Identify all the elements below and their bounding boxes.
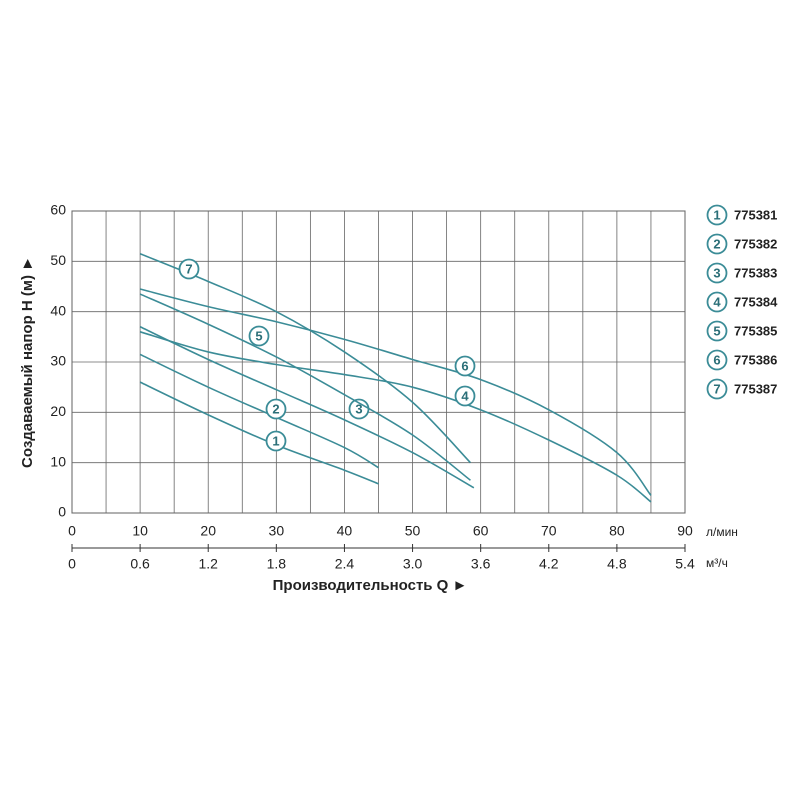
legend-marker-circle <box>706 378 728 400</box>
x-tick-label: 30 <box>269 523 285 539</box>
x2-tick-label: 4.2 <box>539 556 559 572</box>
y-tick-label: 30 <box>50 353 66 369</box>
y-axis-label: Создаваемый напор H (м) ► <box>19 256 36 468</box>
y-tick-label: 10 <box>50 453 66 469</box>
legend-marker: 4 <box>713 294 721 309</box>
legend-label: 775387 <box>734 381 777 396</box>
legend-marker-circle <box>706 349 728 371</box>
curve-label: 3 <box>355 401 362 416</box>
legend-marker: 5 <box>713 323 720 338</box>
x-tick-label: 0 <box>68 523 76 539</box>
x2-unit: м³/ч <box>706 556 728 570</box>
legend-label: 775385 <box>734 323 777 338</box>
curve <box>139 253 472 464</box>
legend-marker: 7 <box>713 381 720 396</box>
legend-marker-circle <box>706 204 728 226</box>
x-tick-label: 70 <box>541 523 557 539</box>
legend-marker-circle <box>706 233 728 255</box>
legend-label: 775381 <box>734 207 777 222</box>
curve <box>139 293 471 481</box>
y-tick-label: 50 <box>50 252 66 268</box>
x2-tick-label: 1.8 <box>267 556 287 572</box>
curve-label: 6 <box>461 358 468 373</box>
curve <box>139 288 652 496</box>
curve-label-circle <box>178 258 200 280</box>
curve-label-circle <box>454 355 476 377</box>
legend-marker-circle <box>706 291 728 313</box>
legend-marker: 2 <box>713 236 720 251</box>
y-tick-label: 20 <box>50 403 66 419</box>
legend-marker: 3 <box>713 265 720 280</box>
x2-tick-label: 2.4 <box>335 556 355 572</box>
x2-tick-label: 5.4 <box>675 556 695 572</box>
curve-label: 7 <box>185 261 192 276</box>
x-tick-label: 50 <box>405 523 421 539</box>
curve-label-circle <box>265 398 287 420</box>
legend-marker: 6 <box>713 352 720 367</box>
x2-tick-label: 0 <box>68 556 76 572</box>
x2-tick-label: 0.6 <box>130 556 150 572</box>
x-unit: л/мин <box>706 525 738 539</box>
x-tick-label: 80 <box>609 523 625 539</box>
y-tick-label: 40 <box>50 302 66 318</box>
curve <box>139 326 475 489</box>
x-tick-label: 60 <box>473 523 489 539</box>
y-tick-label: 60 <box>50 202 66 218</box>
x-tick-label: 40 <box>337 523 353 539</box>
curve-label: 5 <box>255 328 262 343</box>
curve-label-circle <box>265 430 287 452</box>
curve-label: 2 <box>272 401 279 416</box>
x-tick-label: 10 <box>132 523 148 539</box>
curve-label: 1 <box>272 433 279 448</box>
legend-label: 775383 <box>734 265 777 280</box>
curve-label-circle <box>248 325 270 347</box>
y-tick-label: 0 <box>58 504 66 520</box>
curve-label-circle <box>454 385 476 407</box>
x-tick-label: 90 <box>677 523 693 539</box>
x2-tick-label: 3.6 <box>471 556 491 572</box>
legend-label: 775384 <box>734 294 778 309</box>
legend-label: 775382 <box>734 236 777 251</box>
x2-tick-label: 1.2 <box>198 556 218 572</box>
curve <box>139 331 652 503</box>
x-axis-label: Производительность Q ► <box>273 577 468 594</box>
legend-label: 775386 <box>734 352 777 367</box>
curve-label: 4 <box>461 388 469 403</box>
x2-tick-label: 4.8 <box>607 556 627 572</box>
x-tick-label: 20 <box>200 523 216 539</box>
legend-marker: 1 <box>713 207 720 222</box>
x2-tick-label: 3.0 <box>403 556 423 572</box>
legend-marker-circle <box>706 320 728 342</box>
legend-marker-circle <box>706 262 728 284</box>
